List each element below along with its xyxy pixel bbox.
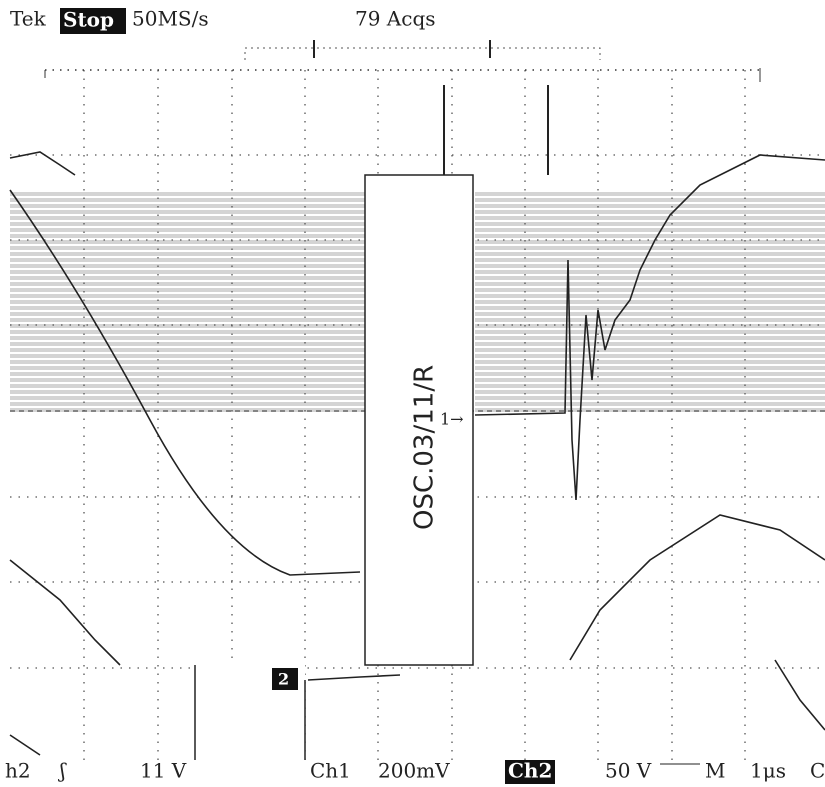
coupling: C <box>810 759 825 783</box>
handwritten-note: OSC.03/11/R <box>410 365 440 530</box>
run-state: Stop <box>63 8 114 32</box>
label-card <box>364 174 474 666</box>
ch1-scale: 200mV <box>378 759 450 783</box>
persistence-band <box>10 190 825 412</box>
acquisitions: 79 Acqs <box>355 7 436 31</box>
ch2-marker: 2 <box>278 670 289 689</box>
ch1-marker: 1→ <box>440 410 464 429</box>
ch2-label: Ch2 <box>508 759 552 783</box>
sample-rate: 50MS/s <box>132 7 209 31</box>
trigger-slope: ʃ <box>58 759 67 783</box>
trigger-source: h2 <box>5 759 31 783</box>
trigger-level: 11 V <box>140 759 187 783</box>
brand: Tek <box>10 7 47 31</box>
ch2-scale: 50 V <box>605 759 652 783</box>
timebase: 1μs <box>750 759 786 783</box>
waveforms <box>9 151 825 756</box>
timebase-label: M <box>705 759 725 783</box>
ch1-label: Ch1 <box>310 759 351 783</box>
